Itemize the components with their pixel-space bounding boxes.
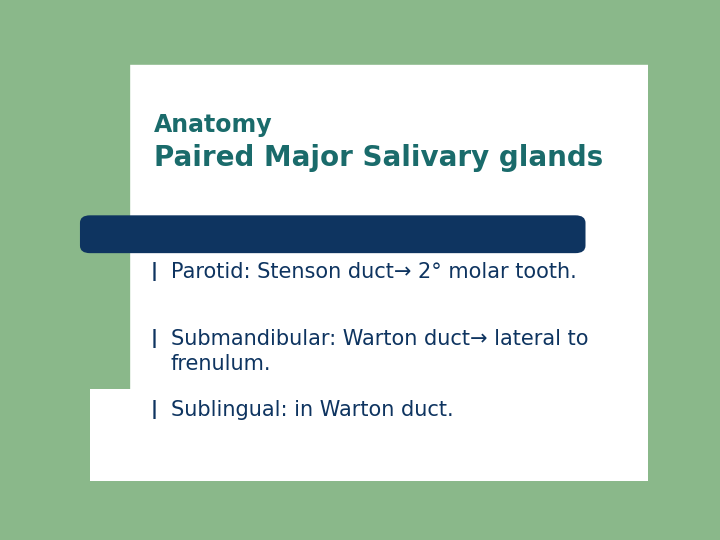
Bar [130,389,648,481]
Text: Paired Major Salivary glands: Paired Major Salivary glands [154,144,603,172]
FancyBboxPatch shape [130,65,648,389]
FancyBboxPatch shape [80,215,585,253]
Text: l: l [150,262,158,286]
Text: Anatomy: Anatomy [154,113,273,137]
Bar [90,389,130,481]
Text: Submandibular: Warton duct→ lateral to
frenulum.: Submandibular: Warton duct→ lateral to f… [171,329,588,374]
Text: Parotid: Stenson duct→ 2° molar tooth.: Parotid: Stenson duct→ 2° molar tooth. [171,262,577,282]
Text: l: l [150,400,158,423]
Text: Sublingual: in Warton duct.: Sublingual: in Warton duct. [171,400,454,420]
Text: l: l [150,329,158,353]
